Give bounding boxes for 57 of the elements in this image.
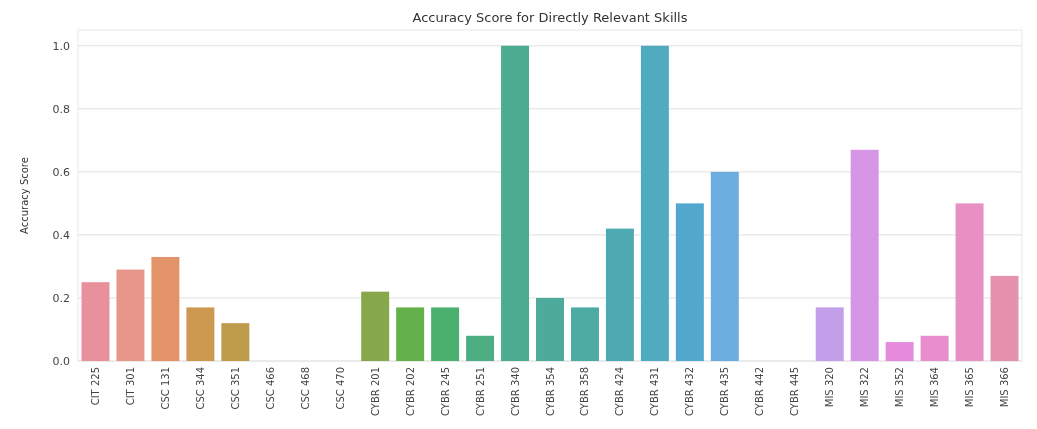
bar	[431, 307, 460, 361]
y-tick-label: 0.4	[52, 228, 70, 242]
bar	[151, 256, 180, 361]
bar	[116, 269, 145, 361]
bar	[221, 323, 250, 361]
bar	[675, 203, 704, 361]
bar	[990, 275, 1019, 361]
x-tick-label: MIS 364	[929, 367, 941, 408]
bar	[815, 307, 844, 361]
x-tick-label: MIS 352	[894, 367, 906, 408]
bar	[186, 307, 215, 361]
chart-title: Accuracy Score for Directly Relevant Skills	[412, 10, 688, 25]
bar	[920, 335, 949, 361]
bar	[466, 335, 495, 361]
x-tick-label: CYBR 251	[474, 367, 486, 416]
x-tick-label: MIS 366	[999, 367, 1011, 408]
bar	[361, 291, 390, 361]
y-tick-label: 0.0	[52, 354, 70, 368]
bar	[850, 149, 879, 361]
bar	[396, 307, 425, 361]
bar	[710, 171, 739, 361]
x-tick-label: CYBR 358	[579, 367, 591, 416]
x-tick-label: CYBR 245	[439, 367, 451, 416]
x-tick-label: CSC 466	[264, 367, 276, 410]
bar	[605, 228, 634, 361]
bar	[81, 282, 110, 361]
x-tick-label: CIT 301	[124, 367, 136, 406]
x-tick-label: CIT 225	[89, 367, 101, 406]
x-tick-label: CYBR 435	[719, 367, 731, 416]
bar	[536, 297, 564, 361]
y-tick-label: 0.6	[52, 165, 70, 179]
x-tick-label: MIS 322	[859, 367, 871, 408]
x-tick-label: CYBR 442	[754, 367, 766, 416]
x-tick-label: CYBR 340	[509, 367, 521, 416]
x-tick-label: CYBR 424	[614, 367, 626, 416]
x-tick-label: CSC 351	[229, 367, 241, 410]
y-tick-label: 1.0	[52, 39, 70, 53]
x-tick-label: CSC 470	[334, 367, 346, 410]
x-tick-label: CYBR 431	[649, 367, 661, 416]
x-tick-label: CYBR 354	[544, 367, 556, 416]
bar	[501, 45, 530, 361]
x-tick-label: CYBR 201	[369, 367, 381, 416]
x-tick-label: MIS 365	[964, 367, 976, 408]
y-tick-label: 0.2	[52, 291, 70, 305]
y-axis-title: Accuracy Score	[19, 157, 30, 234]
bar	[570, 307, 599, 361]
x-tick-label: CYBR 445	[789, 367, 801, 416]
bar	[885, 342, 914, 361]
x-tick-label: CSC 468	[299, 367, 311, 410]
x-tick-label: CSC 131	[159, 367, 171, 410]
x-tick-label: CYBR 432	[684, 367, 696, 416]
bar	[955, 203, 984, 361]
y-tick-label: 0.8	[52, 102, 70, 116]
bar	[640, 45, 669, 361]
x-tick-label: CYBR 202	[404, 367, 416, 416]
x-tick-label: MIS 320	[824, 367, 836, 408]
x-tick-label: CSC 344	[194, 367, 206, 410]
